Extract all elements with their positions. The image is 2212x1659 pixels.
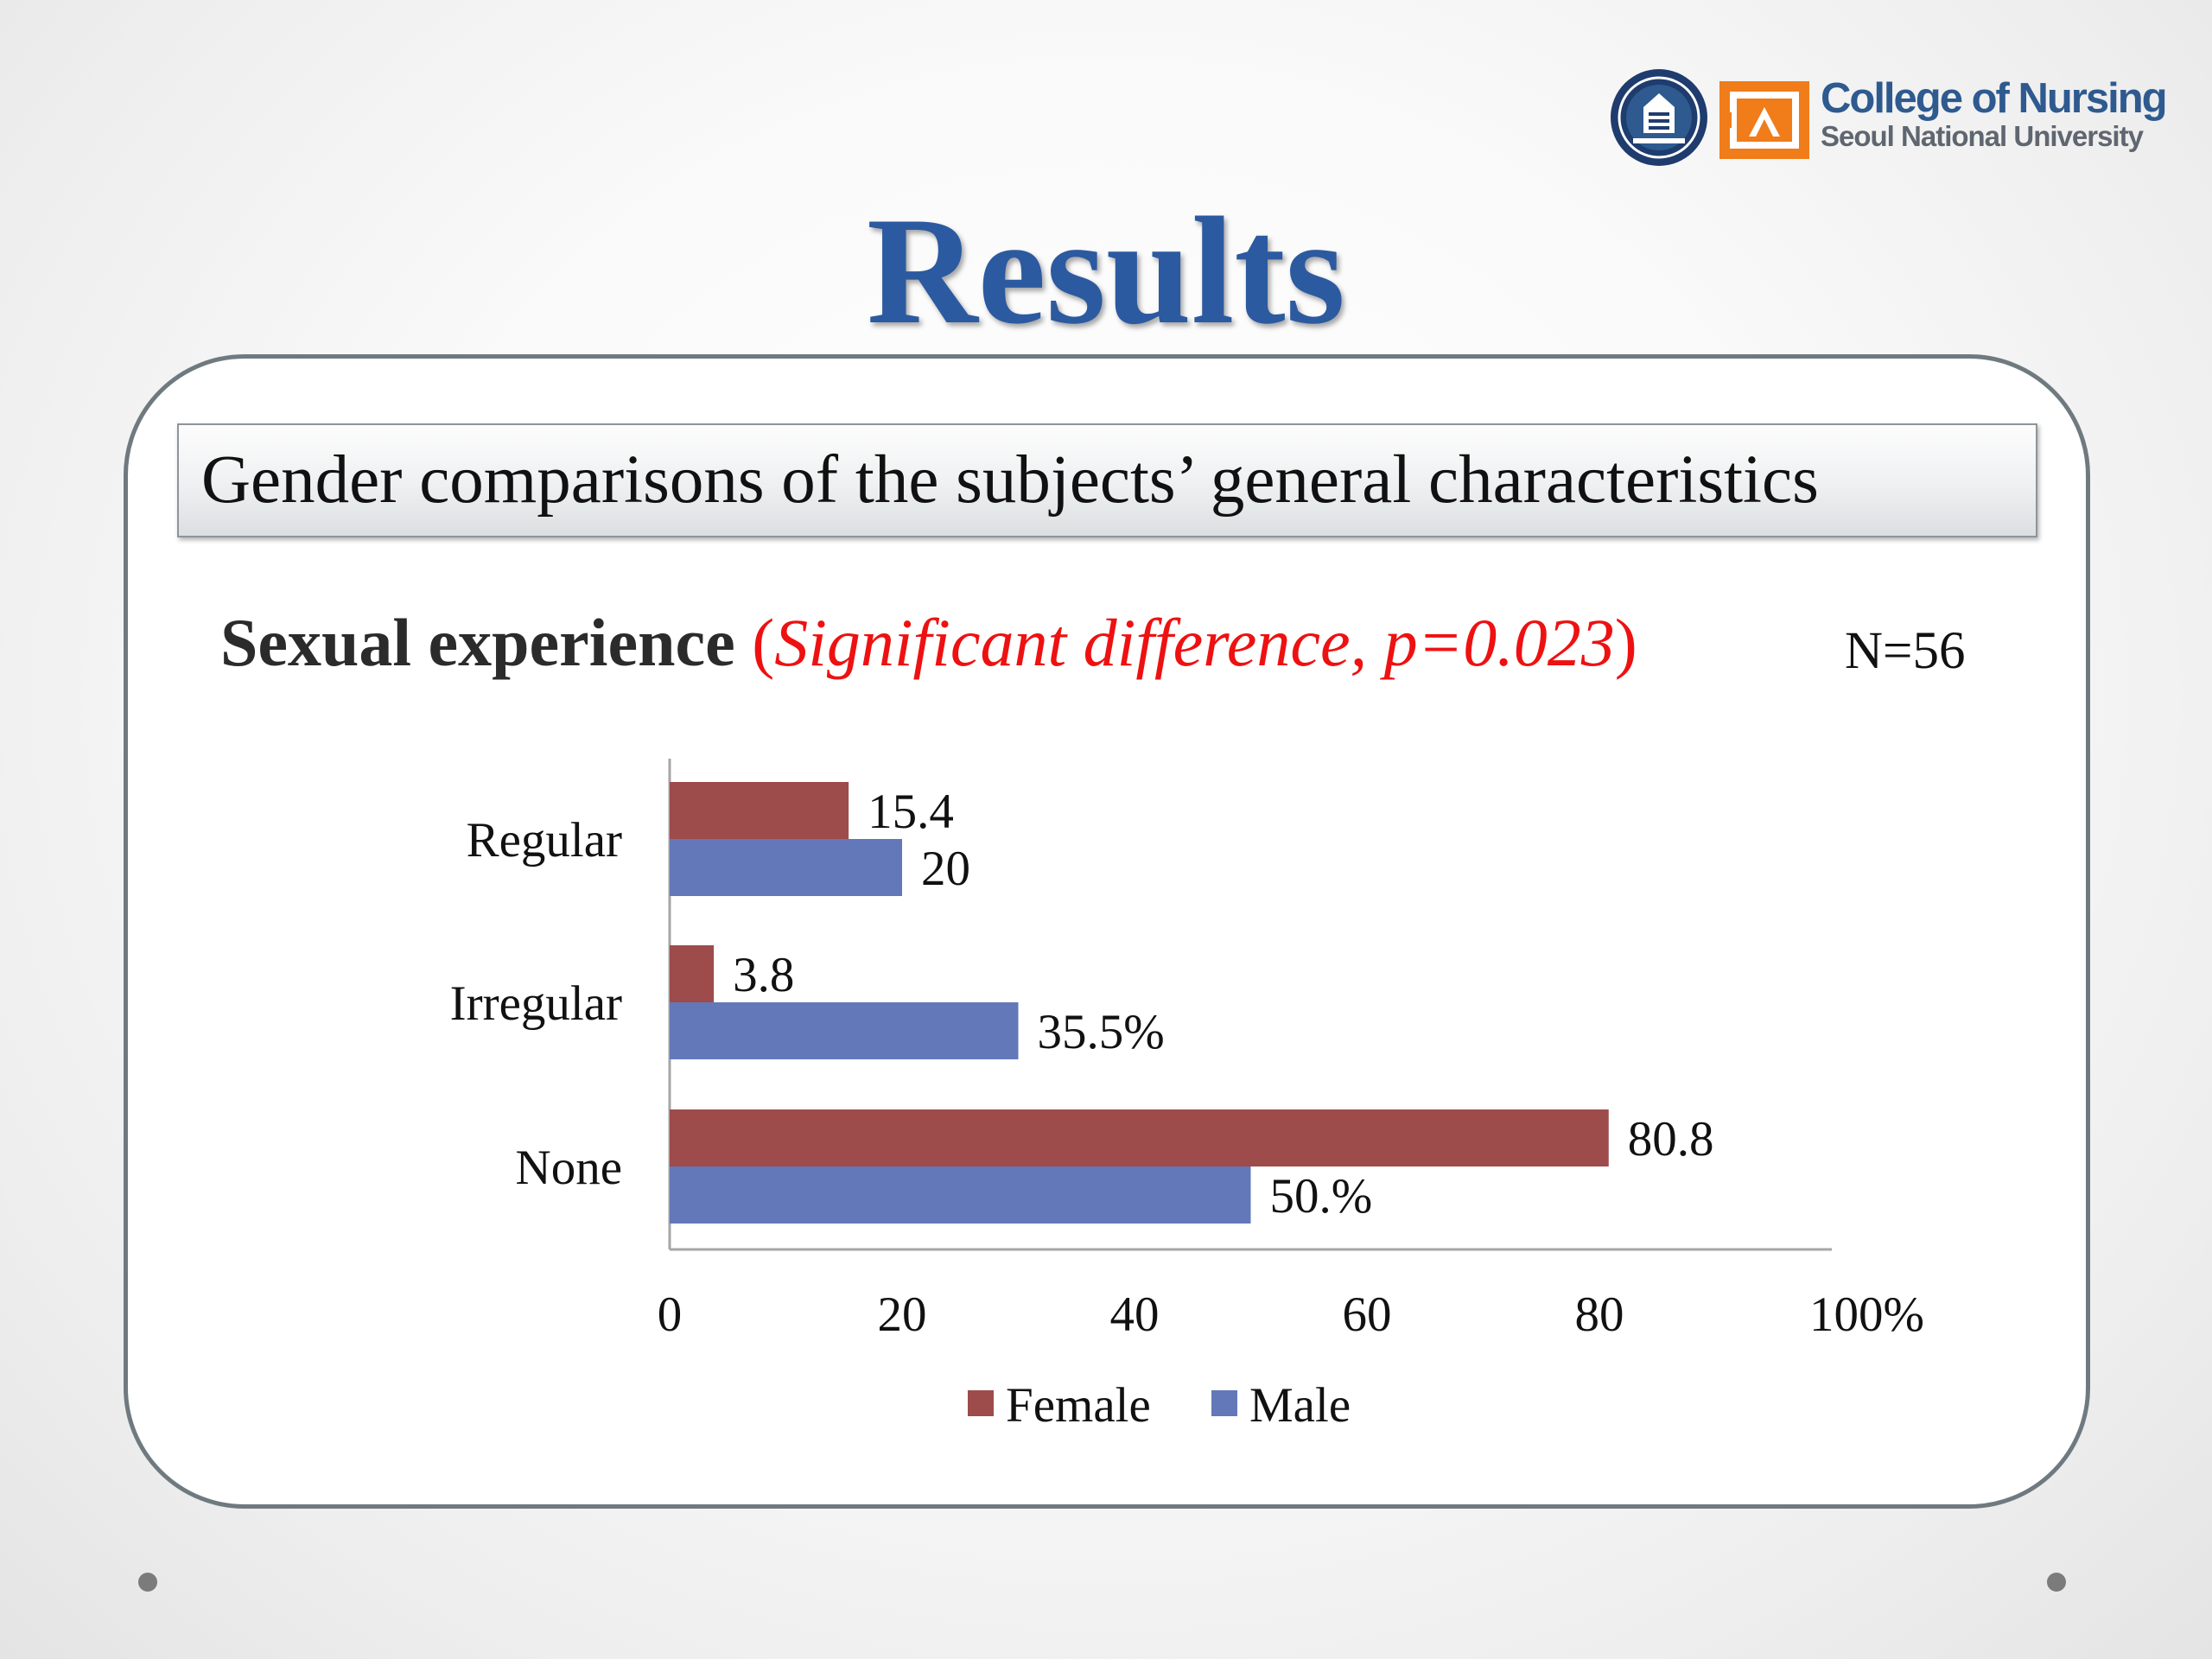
bar-female-none — [670, 1109, 1609, 1166]
x-tick-label: 80 — [1575, 1287, 1624, 1342]
logo-university-name: Seoul National University — [1821, 120, 2144, 152]
bar-male-none — [670, 1166, 1251, 1224]
category-label-regular: Regular — [467, 813, 622, 868]
next-slide-dot[interactable] — [2047, 1573, 2066, 1592]
bar-male-irregular — [670, 1002, 1019, 1059]
prev-slide-dot[interactable] — [138, 1573, 157, 1592]
college-logo: College of Nursing Seoul National Univer… — [1609, 64, 2179, 169]
x-tick-label: 60 — [1343, 1287, 1392, 1342]
chart-heading-main: Sexual experience — [220, 605, 735, 680]
slide-title: Results — [867, 185, 1345, 356]
x-tick-label: 40 — [1110, 1287, 1160, 1342]
data-label-male-irregular: 35.5% — [1038, 1005, 1165, 1059]
x-tick-label: 0 — [658, 1287, 683, 1342]
content-frame — [124, 354, 2090, 1509]
data-label-female-none: 80.8 — [1628, 1112, 1714, 1166]
bar-female-irregular — [670, 945, 715, 1002]
legend-swatch-female — [968, 1390, 994, 1416]
chart-heading-open-paren: ( — [752, 605, 775, 680]
data-label-female-irregular: 3.8 — [733, 948, 794, 1002]
data-label-male-regular: 20 — [921, 842, 970, 896]
data-label-female-regular: 15.4 — [868, 785, 954, 839]
sample-size-label: N=56 — [1845, 622, 1966, 680]
chart-heading-close-paren: ) — [1614, 605, 1637, 680]
legend-label-male: Male — [1249, 1378, 1351, 1433]
x-tick-label: 100% — [1809, 1287, 1924, 1342]
bar-female-regular — [670, 782, 849, 839]
university-seal-icon — [1611, 69, 1707, 166]
chart-heading-significance: Significant difference, p=0.023 — [774, 605, 1615, 680]
legend-swatch-male — [1211, 1390, 1237, 1416]
chart-heading: Sexual experience (Significant differenc… — [220, 601, 1637, 684]
bar-male-regular — [670, 839, 902, 896]
category-label-none: None — [516, 1141, 622, 1195]
legend-label-female: Female — [1006, 1378, 1151, 1433]
subheading-bar: Gender comparisons of the subjects’ gene… — [177, 423, 2037, 537]
nursing-college-mark-icon — [1719, 81, 1809, 159]
data-label-male-none: 50.% — [1270, 1169, 1373, 1224]
x-tick-label: 20 — [878, 1287, 927, 1342]
category-label-irregular: Irregular — [450, 976, 622, 1031]
subheading-text: Gender comparisons of the subjects’ gene… — [201, 442, 1819, 518]
logo-college-name: College of Nursing — [1821, 75, 2168, 122]
